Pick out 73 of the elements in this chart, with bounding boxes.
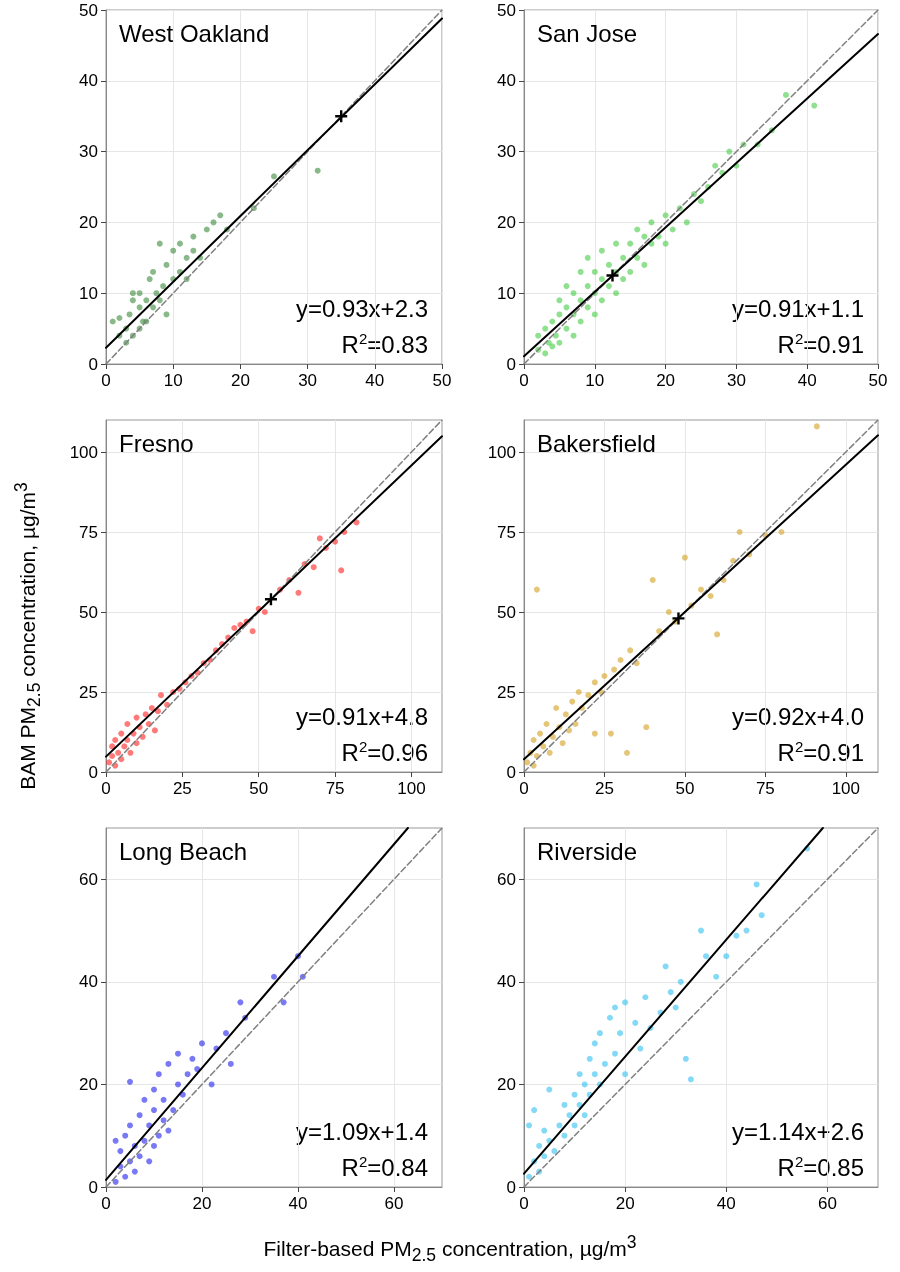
x-tick-label: 40	[365, 371, 385, 390]
y-tick-label: 10	[79, 283, 98, 303]
y-tick-label: 0	[88, 354, 98, 374]
x-tick-label: 100	[831, 779, 861, 798]
y-tick-label: 50	[79, 0, 98, 20]
y-tick-label: 20	[79, 212, 98, 232]
y-tick-label: 10	[497, 283, 516, 303]
y-tick-label: 100	[69, 442, 98, 462]
annotation: y=1.09x+1.4	[295, 1117, 428, 1145]
x-tick-label: 0	[519, 371, 529, 390]
chart-title: Fresno	[119, 429, 194, 457]
x-tick-label: 10	[585, 371, 605, 390]
x-tick-label: 0	[101, 371, 111, 390]
x-tick-label: 60	[384, 1194, 404, 1213]
x-tick-label: 30	[298, 371, 318, 390]
x-tick-label: 0	[101, 779, 111, 798]
y-tick-label: 20	[497, 212, 516, 232]
y-tick-label: 40	[497, 972, 516, 992]
x-tick-label: 40	[288, 1194, 308, 1213]
y-tick-label: 0	[506, 762, 516, 782]
x-tick-label: 50	[432, 371, 452, 390]
x-tick-label: 60	[817, 1194, 837, 1213]
x-tick-label: 25	[594, 779, 614, 798]
chart-title: San Jose	[537, 19, 638, 47]
x-tick-label: 20	[615, 1194, 635, 1213]
annotation: y=0.93x+2.3	[295, 294, 428, 322]
x-tick-label: 100	[397, 779, 426, 798]
x-tick-label: 20	[230, 371, 250, 390]
y-tick-label: 25	[79, 682, 98, 702]
y-tick-label: 60	[497, 869, 516, 889]
y-tick-label: 50	[79, 602, 98, 622]
x-tick-label: 25	[172, 779, 192, 798]
x-tick-label: 50	[675, 779, 695, 798]
x-tick-label: 0	[519, 779, 529, 798]
annotation: y=0.91x+4.8	[295, 702, 428, 730]
y-tick-label: 75	[79, 522, 98, 542]
annotation: y=0.92x+4.0	[731, 702, 864, 730]
y-tick-label: 40	[79, 71, 98, 91]
x-tick-label: 40	[716, 1194, 736, 1213]
y-tick-label: 100	[487, 442, 516, 462]
y-tick-label: 25	[497, 682, 516, 702]
y-tick-label: 30	[79, 142, 98, 162]
y-tick-label: 20	[79, 1074, 98, 1094]
y-tick-label: 75	[497, 522, 516, 542]
annotation: y=1.14x+2.6	[731, 1117, 864, 1145]
x-tick-label: 10	[163, 371, 183, 390]
y-tick-label: 0	[88, 762, 98, 782]
y-tick-label: 0	[506, 354, 516, 374]
y-tick-label: 50	[497, 0, 516, 20]
x-tick-label: 20	[192, 1194, 212, 1213]
y-tick-label: 50	[497, 602, 516, 622]
y-tick-label: 40	[79, 972, 98, 992]
x-tick-label: 20	[656, 371, 676, 390]
y-tick-label: 0	[506, 1177, 516, 1197]
x-tick-label: 75	[325, 779, 345, 798]
y-tick-label: 30	[497, 142, 516, 162]
x-axis-title: Filter-based PM$_{2.5}$ concentration, µg/m$^{3}$	[262, 1232, 638, 1267]
chart-title: Bakersfield	[537, 429, 656, 457]
x-tick-label: 50	[868, 371, 888, 390]
x-tick-label: 75	[755, 779, 775, 798]
y-tick-label: 20	[497, 1074, 516, 1094]
y-tick-label: 0	[88, 1177, 98, 1197]
chart-title: West Oakland	[119, 19, 270, 47]
x-tick-label: 0	[519, 1194, 529, 1213]
chart-title: Long Beach	[119, 837, 248, 865]
x-tick-label: 0	[101, 1194, 111, 1213]
y-tick-label: 60	[79, 869, 98, 889]
chart-title: Riverside	[537, 837, 638, 865]
x-tick-label: 40	[797, 371, 817, 390]
x-tick-label: 30	[726, 371, 746, 390]
annotation: y=0.91x+1.1	[731, 294, 864, 322]
y-tick-label: 40	[497, 71, 516, 91]
x-tick-label: 50	[249, 779, 269, 798]
